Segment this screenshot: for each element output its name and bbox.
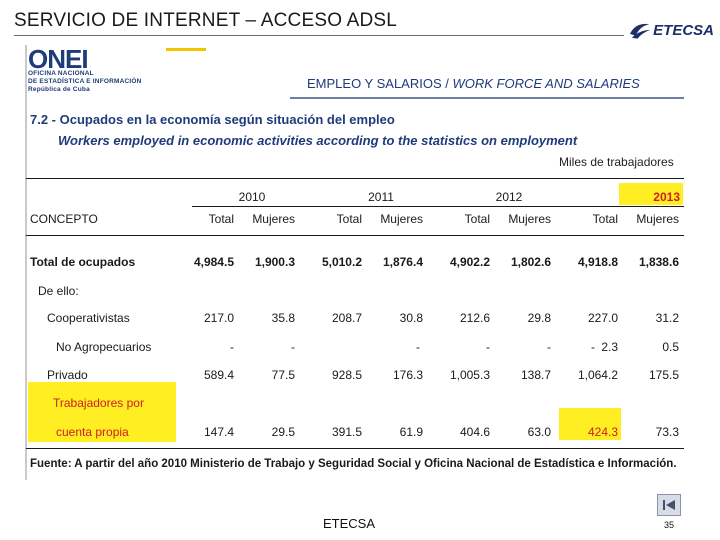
year-2011: 2011	[368, 190, 394, 204]
skip-back-icon	[663, 500, 675, 510]
highlight-424	[559, 408, 621, 440]
highlight-2013	[619, 183, 683, 205]
onei-line-2: DE ESTADÍSTICA E INFORMACIÓN	[28, 78, 142, 85]
table-cell: 5,010.2	[321, 255, 362, 269]
onei-line-3: República de Cuba	[28, 86, 90, 93]
col-women-2013: Mujeres	[636, 212, 679, 226]
table-cell: 63.0	[527, 425, 551, 439]
table-cell: -	[547, 340, 551, 354]
onei-line-1: OFICINA NACIONAL	[28, 70, 94, 77]
table-cell: 1,838.6	[638, 255, 679, 269]
logo-accent-bar	[166, 48, 206, 51]
table-cell: -	[230, 340, 234, 354]
page-number: 35	[664, 520, 675, 530]
year-2013: 2013	[653, 190, 680, 204]
table-cell: 1,005.3	[449, 368, 490, 382]
year-2010-rule	[192, 206, 320, 207]
table-cell: 4,918.8	[577, 255, 618, 269]
row-label-total: Total de ocupados	[30, 255, 136, 269]
table-cell: -	[486, 340, 490, 354]
footer-brand: ETECSA	[323, 516, 376, 531]
row-label-cuenta-propia-2: cuenta propia	[56, 425, 129, 439]
etecsa-brand-text: ETECSA	[653, 21, 714, 39]
table-cell: 35.8	[271, 311, 295, 325]
onei-logo: ONEI OFICINA NACIONAL DE ESTADÍSTICA E I…	[28, 44, 142, 94]
table-top-rule	[26, 178, 684, 179]
highlight-cuenta-propia-label	[28, 382, 176, 442]
table-cell: 217.0	[203, 311, 234, 325]
table-cell: -	[591, 340, 595, 354]
table-cell: 175.5	[648, 368, 679, 382]
table-cell: 1,876.4	[382, 255, 423, 269]
table-cell: -	[291, 340, 295, 354]
table-cell: 589.4	[203, 368, 234, 382]
col-women-2011: Mujeres	[380, 212, 423, 226]
header-bottom-rule	[26, 235, 684, 236]
slide-title: SERVICIO DE INTERNET – ACCESO ADSL	[14, 10, 398, 31]
table-cell: 29.8	[527, 311, 551, 325]
table-cell: 138.7	[520, 368, 551, 382]
table-cell: 31.2	[655, 311, 679, 325]
table-bottom-rule	[26, 448, 684, 449]
table-cell: 30.8	[399, 311, 423, 325]
col-women-2010: Mujeres	[252, 212, 295, 226]
table-cell: 424.3	[587, 425, 618, 439]
table-cell: 147.4	[203, 425, 234, 439]
first-slide-button[interactable]	[657, 494, 681, 516]
table-cell: 928.5	[331, 368, 362, 382]
etecsa-swoosh-icon	[629, 23, 651, 39]
table-cell: 208.7	[331, 311, 362, 325]
concept-header: CONCEPTO	[30, 212, 98, 226]
document-edge	[25, 45, 27, 480]
year-2012-rule	[448, 206, 576, 207]
table-title: 7.2 - Ocupados en la economía según situ…	[30, 112, 395, 127]
row-label-cooperativistas: Cooperativistas	[47, 311, 130, 325]
section-header-rule	[290, 97, 684, 99]
col-total-2010: Total	[208, 212, 234, 226]
col-total-2011: Total	[336, 212, 362, 226]
table-cell: 1,802.6	[510, 255, 551, 269]
source-note: Fuente: A partir del año 2010 Ministerio…	[30, 458, 677, 470]
table-cell: 77.5	[271, 368, 295, 382]
col-women-2012: Mujeres	[508, 212, 551, 226]
units-label: Miles de trabajadores	[559, 155, 674, 169]
table-cell: 4,902.2	[449, 255, 490, 269]
table-cell: 391.5	[331, 425, 362, 439]
table-cell: 2.3	[601, 340, 618, 354]
table-cell: 212.6	[459, 311, 490, 325]
row-label-privado: Privado	[47, 368, 88, 382]
table-cell: 1,064.2	[577, 368, 618, 382]
section-header: EMPLEO Y SALARIOS / WORK FORCE AND SALAR…	[307, 76, 640, 91]
table-cell: 61.9	[399, 425, 423, 439]
year-2012: 2012	[495, 190, 523, 204]
section-header-en: WORK FORCE AND SALARIES	[452, 76, 640, 91]
table-cell: -	[416, 340, 420, 354]
title-underline	[14, 35, 624, 36]
etecsa-logo: ETECSA	[628, 16, 714, 44]
row-label-no-agropecuarios: No Agropecuarios	[56, 340, 152, 354]
section-header-es: EMPLEO Y SALARIOS /	[307, 76, 453, 91]
table-cell: 176.3	[392, 368, 423, 382]
table-cell: 4,984.5	[193, 255, 234, 269]
row-label-de-ello: De ello:	[38, 284, 79, 298]
table-subtitle: Workers employed in economic activities …	[58, 133, 578, 148]
table-cell: 404.6	[459, 425, 490, 439]
row-label-cuenta-propia-1: Trabajadores por	[53, 396, 144, 410]
table-cell: 1,900.3	[254, 255, 295, 269]
table-cell: 0.5	[662, 340, 679, 354]
table-cell: 227.0	[587, 311, 618, 325]
table-cell: 29.5	[271, 425, 295, 439]
col-total-2012: Total	[464, 212, 490, 226]
year-2011-rule	[320, 206, 448, 207]
onei-logo-word: ONEI	[28, 44, 89, 74]
year-2010: 2010	[238, 190, 266, 204]
year-2013-rule	[576, 206, 684, 207]
col-total-2013: Total	[592, 212, 618, 226]
table-cell: 73.3	[655, 425, 679, 439]
